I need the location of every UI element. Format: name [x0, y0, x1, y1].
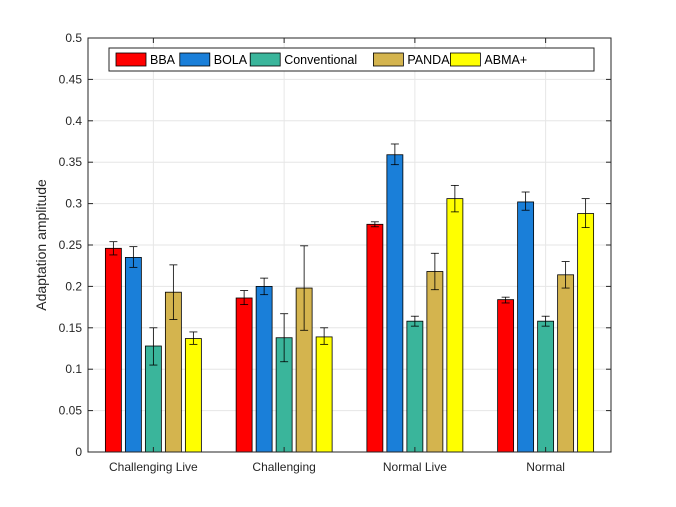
bar	[497, 299, 515, 453]
bar	[386, 154, 404, 453]
legend-label: ABMA+	[484, 53, 527, 67]
y-axis-label: Adaptation amplitude	[33, 179, 49, 311]
legend: BBA BOLA Conventional PANDA ABMA+	[108, 47, 595, 72]
bar	[366, 223, 384, 453]
bar	[104, 247, 122, 453]
legend-swatch	[115, 52, 147, 67]
y-tick-label: 0.2	[65, 279, 82, 293]
grid-lines	[88, 38, 611, 452]
x-axis-ticks: Challenging Live Challenging Normal Live No…	[109, 38, 565, 474]
bar	[315, 336, 333, 453]
bar	[446, 198, 464, 453]
y-tick-label: 0.45	[59, 72, 83, 86]
legend-label: BOLA	[214, 53, 248, 67]
bar	[517, 201, 535, 453]
bar	[184, 338, 202, 453]
y-tick-label: 0.1	[65, 362, 82, 376]
y-tick-label: 0.3	[65, 197, 82, 211]
bar	[406, 320, 424, 453]
legend-swatch	[179, 52, 211, 67]
legend-label: Conventional	[284, 53, 357, 67]
y-tick-label: 0.35	[59, 155, 83, 169]
bar	[557, 274, 575, 453]
x-tick-label: Normal Live	[383, 460, 447, 474]
legend-swatch	[372, 52, 404, 67]
y-tick-label: 0.25	[59, 238, 83, 252]
bar	[124, 257, 142, 453]
bar	[426, 271, 444, 453]
x-tick-label: Challenging Live	[109, 460, 198, 474]
legend-swatch	[449, 52, 481, 67]
legend-label: PANDA	[407, 53, 450, 67]
bar	[255, 285, 273, 453]
y-tick-label: 0.5	[65, 31, 82, 45]
bar-group	[104, 154, 595, 453]
x-tick-label: Challenging	[252, 460, 315, 474]
x-tick-label: Normal	[526, 460, 565, 474]
bar	[537, 320, 555, 453]
y-tick-label: 0.4	[65, 114, 82, 128]
bar	[577, 213, 595, 453]
legend-label: BBA	[150, 53, 176, 67]
y-tick-label: 0.15	[59, 321, 83, 335]
error-bar-group	[109, 143, 590, 366]
y-axis-ticks: 0 0.05 0.1 0.15 0.2 0.25 0.3 0.35 0.4 0.45 0.5	[59, 31, 611, 459]
y-tick-label: 0	[75, 445, 82, 459]
bar	[235, 297, 253, 453]
legend-swatch	[249, 52, 281, 67]
y-tick-label: 0.05	[59, 404, 83, 418]
